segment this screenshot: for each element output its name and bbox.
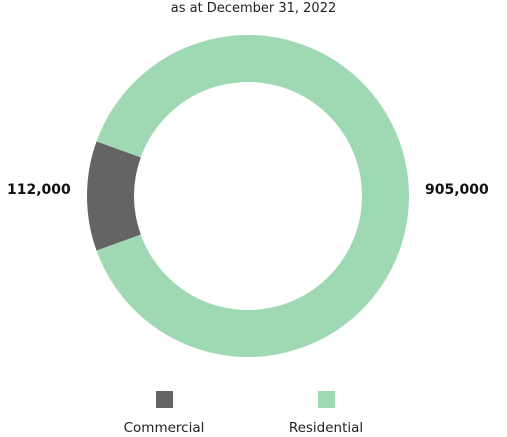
legend-label-residential: Residential (288, 420, 364, 436)
donut-slice-residential (96, 34, 410, 357)
legend-item-residential: Residential (266, 391, 386, 436)
legend-swatch-residential (317, 391, 335, 408)
legend-label-commercial: Commercial (123, 420, 205, 436)
donut-slice-commercial (86, 141, 141, 251)
value-label-commercial: 112,000 (7, 182, 71, 198)
legend-item-commercial: Commercial (104, 391, 224, 436)
value-label-residential: 905,000 (425, 182, 489, 198)
legend-swatch-commercial (155, 391, 173, 408)
chart-subtitle: as at December 31, 2022 (170, 1, 337, 16)
